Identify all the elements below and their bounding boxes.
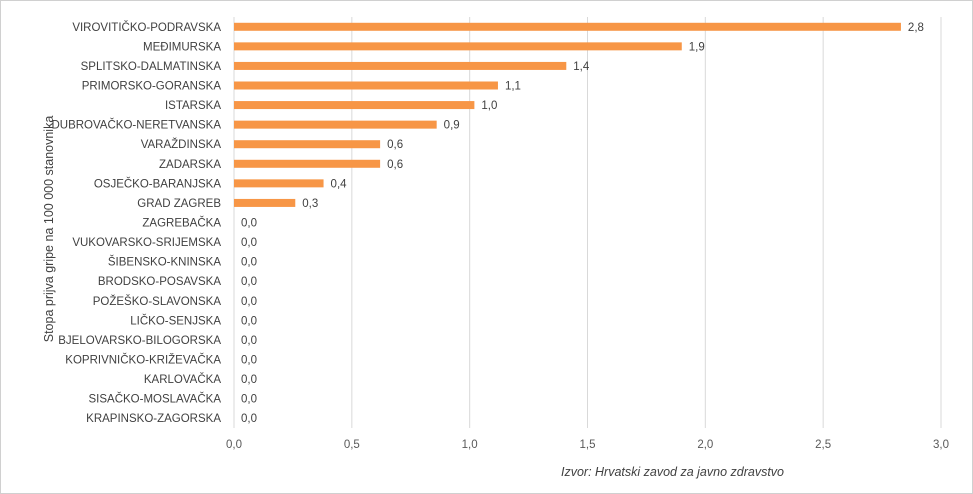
x-tick-label: 1,0 xyxy=(462,439,478,451)
data-label: 1,1 xyxy=(505,81,521,93)
source-note: Izvor: Hrvatski zavod za javno zdravstvo xyxy=(561,465,784,479)
x-tick-label: 1,5 xyxy=(580,439,596,451)
category-label: MEĐIMURSKA xyxy=(143,41,221,53)
gridlines xyxy=(233,17,942,428)
data-label: 2,8 xyxy=(908,22,924,34)
data-label: 0,0 xyxy=(241,276,257,288)
bar xyxy=(234,159,381,168)
category-labels: VIROVITIČKO-PODRAVSKA MEĐIMURSKA SPLITSKO-… xyxy=(51,21,221,425)
data-label: 0,4 xyxy=(331,178,348,190)
x-tick-label: 2,5 xyxy=(815,439,831,451)
category-label: GRAD ZAGREB xyxy=(137,198,221,210)
x-tick-label: 0,5 xyxy=(344,439,360,451)
data-label: 0,0 xyxy=(241,335,257,347)
data-label: 0,0 xyxy=(241,413,257,425)
data-label: 0,6 xyxy=(387,159,403,171)
category-label: VUKOVARSKO-SRIJEMSKA xyxy=(72,237,221,249)
x-tick-label: 2,0 xyxy=(697,439,713,451)
category-label: SPLITSKO-DALMATINSKA xyxy=(81,61,222,73)
category-label: LIČKO-SENJSKA xyxy=(130,314,221,327)
category-label: VIROVITIČKO-PODRAVSKA xyxy=(72,21,221,34)
category-label: VARAŽDINSKA xyxy=(141,138,222,151)
category-label: OSJEČKO-BARANJSKA xyxy=(94,177,221,190)
y-axis-label: Stopa prijva gripe na 100 000 stanovnika xyxy=(42,116,56,343)
bar xyxy=(234,140,381,149)
bar xyxy=(234,120,437,129)
bar xyxy=(234,42,682,51)
data-label: 1,0 xyxy=(481,100,497,112)
data-label: 0,0 xyxy=(241,374,257,386)
x-axis-tick-labels: 0,0 0,5 1,0 1,5 2,0 2,5 3,0 xyxy=(226,439,949,451)
category-label: DUBROVAČKO-NERETVANSKA xyxy=(51,119,221,132)
category-label: ŠIBENSKO-KNINSKA xyxy=(108,256,221,269)
data-label: 0,0 xyxy=(241,315,257,327)
data-label: 0,0 xyxy=(241,296,257,308)
data-label: 0,6 xyxy=(387,139,403,151)
category-label: KRAPINSKO-ZAGORSKA xyxy=(86,413,221,425)
bar xyxy=(234,61,567,70)
bar xyxy=(234,101,475,110)
category-label: ZAGREBAČKA xyxy=(142,217,221,230)
category-label: BJELOVARSKO-BILOGORSKA xyxy=(58,335,221,347)
category-label: POŽEŠKO-SLAVONSKA xyxy=(93,295,222,308)
data-label: 0,0 xyxy=(241,218,257,230)
bar xyxy=(234,22,901,31)
x-tick-label: 0,0 xyxy=(226,439,242,451)
data-label: 0,0 xyxy=(241,257,257,269)
bars xyxy=(234,22,901,207)
data-label: 0,9 xyxy=(444,120,460,132)
bar xyxy=(234,81,498,90)
data-label: 0,3 xyxy=(302,198,318,210)
category-label: KOPRIVNIČKO-KRIŽEVAČKA xyxy=(65,354,221,367)
category-label: SISAČKO-MOSLAVAČKA xyxy=(89,393,222,406)
data-label: 0,0 xyxy=(241,355,257,367)
x-tick-label: 3,0 xyxy=(933,439,949,451)
data-label: 0,0 xyxy=(241,237,257,249)
bar xyxy=(234,179,324,188)
category-label: BRODSKO-POSAVSKA xyxy=(98,276,221,288)
category-label: ISTARSKA xyxy=(165,100,221,112)
category-label: KARLOVAČKA xyxy=(144,373,221,386)
data-label: 1,9 xyxy=(689,41,705,53)
category-label: PRIMORSKO-GORANSKA xyxy=(82,81,222,93)
category-label: ZADARSKA xyxy=(159,159,221,171)
data-label: 0,0 xyxy=(241,394,257,406)
data-label: 1,4 xyxy=(573,61,590,73)
data-labels: 2,8 1,9 1,4 1,1 1,0 0,9 0,6 0,6 0,4 0,3 0,0 0,0 0,0 0… xyxy=(241,22,924,425)
bar xyxy=(234,198,296,207)
